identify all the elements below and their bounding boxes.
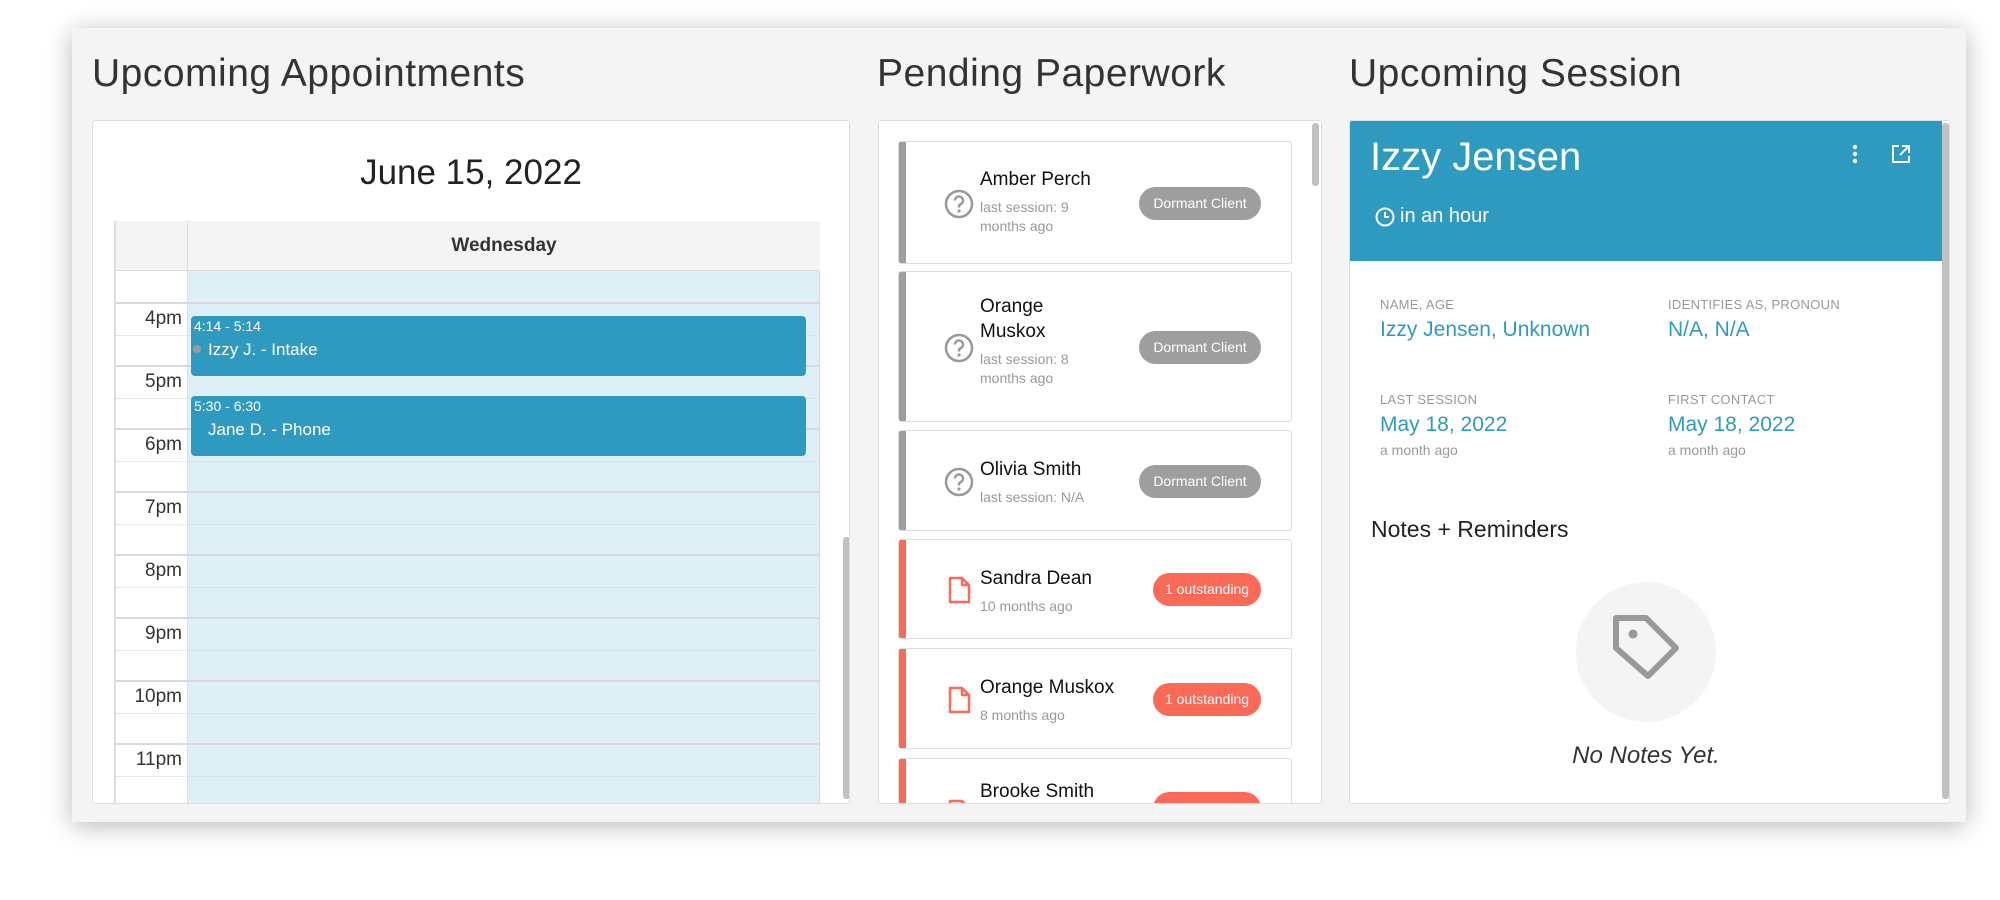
client-name: Sandra Dean	[980, 568, 1092, 589]
calendar-grid: Wednesday 4pm 5pm 6pm 7pm 8pm 9pm 10pm 11pm 4:1…	[114, 221, 820, 803]
event-label: Jane D. - Phone	[208, 420, 331, 439]
hour-label: 7pm	[145, 497, 182, 518]
day-header[interactable]: Wednesday	[187, 221, 820, 271]
item-subtitle: last session: N/A	[980, 489, 1085, 505]
question-circle-icon	[944, 333, 974, 362]
paperwork-title: Pending Paperwork	[877, 52, 1226, 95]
paperwork-item[interactable]: Amber Perch last session: 9 months ago Dor…	[898, 141, 1292, 264]
session-when: in an hour	[1400, 205, 1489, 227]
status-badge: 1 outstanding	[1153, 682, 1261, 716]
item-subtitle: last session: 9 months ago	[980, 199, 1069, 234]
field-label: NAME, AGE	[1380, 297, 1455, 312]
client-name: Brooke Smith	[980, 781, 1095, 802]
client-name[interactable]: Izzy Jensen	[1370, 135, 1582, 179]
paperwork-item[interactable]: Brooke Smith 1 outstanding	[898, 758, 1292, 803]
session-scrollbar[interactable]	[1942, 123, 1949, 799]
document-icon	[948, 686, 971, 713]
status-dot	[193, 345, 201, 353]
paperwork-scrollbar[interactable]	[1312, 123, 1319, 186]
item-subtitle: 8 months ago	[980, 707, 1065, 723]
hour-label: 10pm	[134, 686, 182, 707]
field-label: LAST SESSION	[1380, 392, 1478, 407]
hour-label: 8pm	[145, 560, 182, 581]
client-name: Olivia Smith	[980, 459, 1082, 480]
more-options-icon[interactable]	[1848, 143, 1862, 167]
hour-label: 9pm	[145, 623, 182, 644]
status-badge: Dormant Client	[1139, 464, 1261, 498]
document-icon	[948, 576, 971, 604]
tag-icon	[1613, 615, 1679, 679]
notes-title: Notes + Reminders	[1371, 516, 1569, 542]
status-badge: 1 outstanding	[1153, 573, 1261, 606]
hour-label: 4pm	[145, 308, 182, 329]
hour-row: 11pm	[116, 743, 820, 803]
event-time: 4:14 - 5:14	[194, 318, 261, 334]
field-label: FIRST CONTACT	[1668, 392, 1775, 407]
item-subtitle: 10 months ago	[980, 598, 1073, 614]
hour-label: 6pm	[145, 434, 182, 455]
hour-row: 7pm	[116, 491, 820, 554]
field-subtext: a month ago	[1668, 442, 1746, 458]
calendar-header: Wednesday	[116, 221, 820, 271]
client-name: Orange Muskox	[980, 296, 1046, 342]
external-link-icon[interactable]	[1890, 143, 1912, 165]
hour-label: 5pm	[145, 371, 182, 392]
hour-row: 9pm	[116, 617, 820, 680]
session-title: Upcoming Session	[1349, 52, 1683, 95]
calendar-scrollbar[interactable]	[843, 537, 849, 799]
question-circle-icon	[944, 467, 974, 496]
client-name: Amber Perch	[980, 169, 1091, 190]
field-value: Izzy Jensen, Unknown	[1380, 318, 1591, 341]
paperwork-item[interactable]: Orange Muskox last session: 8 months ago D…	[898, 271, 1292, 422]
calendar-panel: June 15, 2022 Wednesday 4pm 5pm 6pm 7pm 8pm 9…	[92, 120, 850, 804]
session-time: in an hour	[1375, 205, 1489, 228]
paperwork-item[interactable]: Sandra Dean 10 months ago 1 outstanding	[898, 539, 1292, 639]
client-name: Orange Muskox	[980, 677, 1115, 698]
paperwork-item[interactable]: Orange Muskox 8 months ago 1 outstanding	[898, 648, 1292, 749]
appointments-title: Upcoming Appointments	[92, 52, 526, 95]
calendar-date: June 15, 2022	[360, 153, 582, 192]
session-header: Izzy Jensen in an hour	[1350, 121, 1942, 261]
hour-label: 11pm	[135, 749, 182, 770]
appointment-event[interactable]: 5:30 - 6:30 Jane D. - Phone	[191, 396, 806, 456]
status-badge: 1 outstanding	[1153, 792, 1261, 803]
field-value: May 18, 2022	[1668, 413, 1796, 436]
field-subtext: a month ago	[1380, 442, 1458, 458]
document-icon	[948, 799, 966, 803]
field-value: N/A, N/A	[1668, 318, 1750, 341]
hour-row: 10pm	[116, 680, 820, 743]
hour-row: 8pm	[116, 554, 820, 617]
notes-empty-text: No Notes Yet.	[1572, 742, 1720, 769]
status-badge: Dormant Client	[1139, 330, 1261, 364]
paperwork-item[interactable]: Olivia Smith last session: N/A Dormant Cli…	[898, 430, 1292, 531]
item-subtitle: last session: 8 months ago	[980, 351, 1069, 386]
field-label: IDENTIFIES AS, PRONOUN	[1668, 297, 1841, 312]
paperwork-panel: Amber Perch last session: 9 months ago Dor…	[878, 120, 1322, 804]
session-panel: Izzy Jensen in an hour NAME, AGE Izzy Jen…	[1349, 120, 1950, 804]
status-badge: Dormant Client	[1139, 186, 1261, 220]
event-time: 5:30 - 6:30	[194, 398, 261, 414]
field-value: May 18, 2022	[1380, 413, 1508, 436]
appointment-event[interactable]: 4:14 - 5:14 Izzy J. - Intake	[191, 316, 806, 376]
clock-icon	[1375, 207, 1395, 226]
event-label: Izzy J. - Intake	[208, 340, 318, 359]
notes-empty-illustration	[1576, 582, 1716, 722]
question-circle-icon	[944, 189, 974, 218]
